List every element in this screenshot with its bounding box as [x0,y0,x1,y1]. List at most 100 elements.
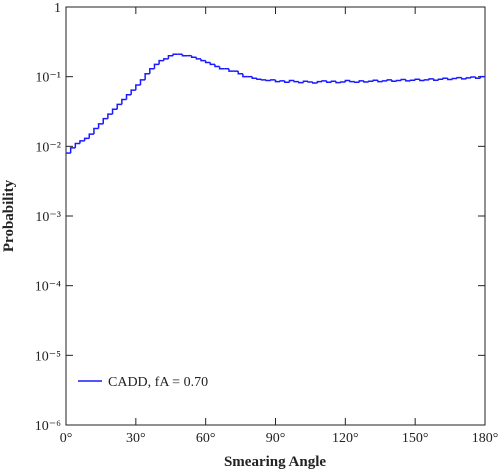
histogram-step [167,54,174,59]
histogram-step [311,81,318,84]
x-tick-label: 90° [266,431,286,446]
histogram-step [470,76,476,78]
histogram-step [386,79,392,81]
histogram-step [298,81,304,84]
histogram-step [214,64,220,68]
histogram-step [405,79,411,82]
histogram-step [381,80,388,82]
x-tick-label: 30° [126,431,146,446]
y-tick-label: 10⁻⁶ [35,419,61,434]
histogram-step [97,123,104,129]
histogram-step [377,80,383,83]
x-axis-title: Smearing Angle [224,454,326,470]
histogram-step [153,63,160,69]
histogram-step [447,78,453,81]
histogram-step [158,59,164,65]
plot-frame [65,6,486,426]
histogram-step [237,71,243,75]
histogram-step [130,89,136,95]
x-tick-label: 120° [332,431,359,446]
histogram-step [349,80,355,83]
histogram-step [144,73,150,80]
histogram-step [460,77,467,80]
histogram-step [256,78,262,80]
y-tick-label: 10⁻³ [35,210,61,225]
histogram-step [69,147,76,154]
histogram-step [270,79,276,81]
histogram-step [228,68,234,72]
histogram-step [284,80,290,84]
y-tick-label: 10⁻² [35,140,61,155]
y-tick-label: 1 [54,1,61,16]
histogram-step [451,77,458,80]
histogram-step [428,78,434,80]
histogram-step [456,76,462,79]
x-tick-label: 180° [472,431,499,446]
histogram-step [149,67,155,74]
histogram-step [79,140,85,144]
histogram-step [321,80,327,82]
histogram-step [111,108,118,115]
histogram-step [288,79,295,83]
histogram-step [190,55,197,58]
histogram-step [367,80,374,82]
histogram-step [121,98,127,105]
y-tick-label: 10⁻¹ [35,71,61,86]
legend-label: CADD, fA = 0.70 [108,375,208,390]
histogram-step [409,79,416,81]
histogram-step [442,77,448,80]
histogram-step [335,81,341,84]
histogram-step [88,133,94,139]
y-tick-label: 10⁻⁵ [35,349,61,364]
histogram-step [414,78,420,81]
histogram-step [260,79,267,81]
histogram-step [419,79,425,82]
histogram-step [139,79,146,85]
histogram-step [218,66,225,70]
x-tick-label: 60° [196,431,216,446]
histogram-step [437,78,444,81]
histogram-step [135,84,141,91]
histogram-step [372,79,378,82]
histogram-step [325,80,332,84]
y-axis-title: Probability [1,179,17,252]
histogram-step [363,80,369,83]
histogram-step [330,80,337,83]
histogram-step [344,79,350,82]
histogram-step [423,79,430,81]
histogram-step [465,77,472,79]
histogram-step [251,76,257,79]
histogram-step [181,54,188,57]
x-tick-label: 0° [60,431,73,446]
histogram-step [433,78,439,81]
histogram-step [93,127,99,135]
histogram-step [274,79,281,83]
histogram-step [163,58,169,61]
y-tick-label: 10⁻⁴ [35,280,61,295]
histogram-step [195,57,202,60]
histogram-step [279,80,285,82]
histogram-step [358,80,364,83]
histogram-step [102,117,108,124]
histogram-step [200,58,206,62]
histogram-step [391,79,397,82]
histogram-step [353,81,360,84]
x-tick-label: 150° [402,431,429,446]
histogram-step [107,113,113,119]
histogram-step [316,80,323,84]
histogram-step [474,76,481,79]
histogram-step [479,75,485,79]
histogram-step [74,142,80,148]
histogram-step [293,80,299,83]
histogram-step [395,79,402,82]
histogram-step [204,60,211,64]
histogram-step [302,80,309,83]
histogram-step [265,79,271,82]
histogram-step [83,137,90,141]
histogram-step [125,94,132,100]
histogram-step [400,78,406,81]
histogram-step [172,53,178,56]
histogram-step [209,62,215,66]
